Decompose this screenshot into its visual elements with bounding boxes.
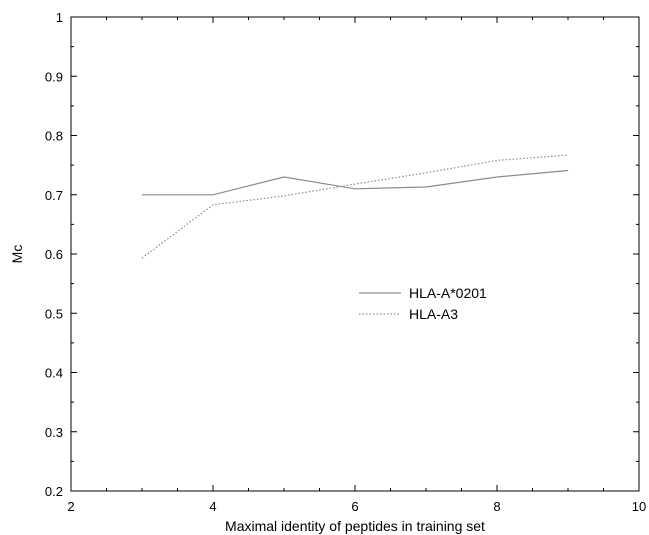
plot-frame	[70, 16, 640, 492]
x-tick-label: 6	[351, 499, 358, 514]
legend-label-hla-a3: HLA-A3	[409, 306, 458, 322]
x-tick-label: 10	[632, 499, 646, 514]
y-axis-label: Mc	[9, 245, 25, 264]
series-line-hla-a3	[141, 154, 569, 259]
y-tick-label: 0.4	[45, 366, 63, 381]
legend-label-hla-a0201: HLA-A*0201	[409, 285, 487, 301]
series-layer	[141, 154, 569, 259]
y-tick-label: 0.5	[45, 306, 63, 321]
x-tick-label: 8	[493, 499, 500, 514]
y-tick-label: 0.8	[45, 129, 63, 144]
y-tick-label: 0.9	[45, 69, 63, 84]
axis-tick-labels: 2 4 6 8 10 0.2 0.3 0.4 0.5 0.6 0.7 0.8 0.9 1	[45, 10, 646, 514]
y-tick-label: 0.2	[45, 484, 63, 499]
x-axis-label: Maximal identity of peptides in training…	[225, 518, 485, 534]
x-tick-label: 4	[209, 499, 216, 514]
y-tick-label: 0.6	[45, 247, 63, 262]
y-tick-label: 0.7	[45, 188, 63, 203]
y-tick-label: 0.3	[45, 425, 63, 440]
axis-ticks	[70, 16, 640, 492]
legend: HLA-A*0201 HLA-A3	[359, 285, 487, 322]
series-line-hla-a0201	[142, 169, 569, 196]
y-tick-label: 1	[56, 10, 63, 25]
x-tick-label: 2	[67, 499, 74, 514]
